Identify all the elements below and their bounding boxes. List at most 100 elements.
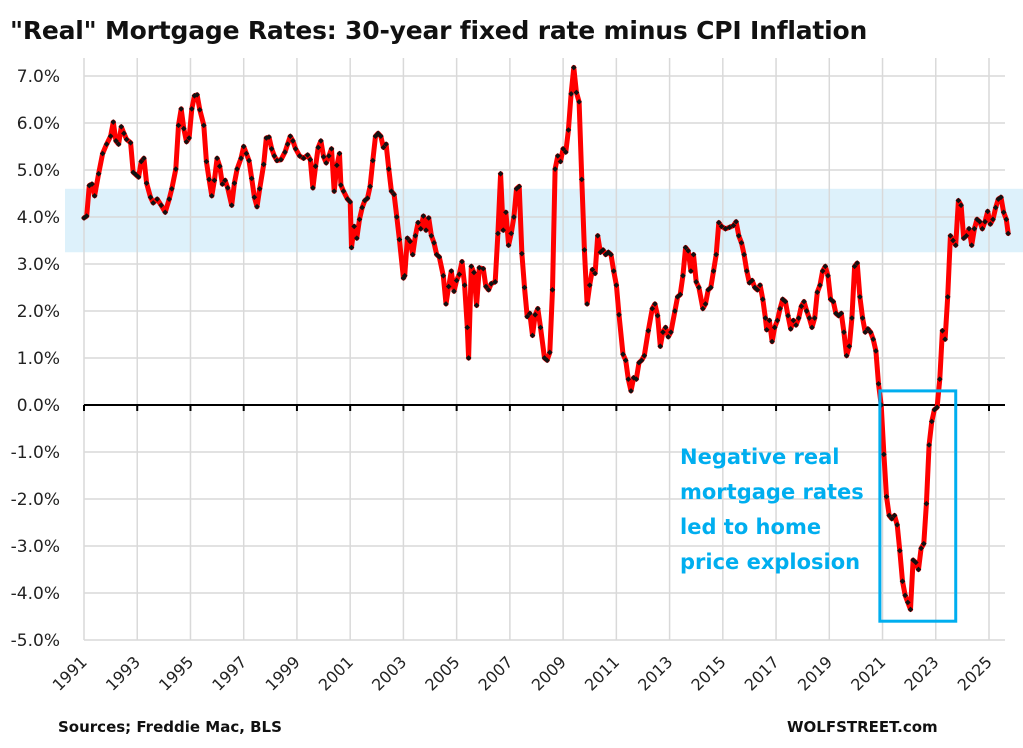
data-point-marker: [234, 166, 240, 172]
data-point-marker: [875, 381, 882, 387]
data-point-marker: [445, 283, 452, 290]
data-point-marker: [680, 272, 686, 279]
data-point-marker: [987, 221, 994, 227]
data-point-marker: [473, 302, 480, 309]
data-point-marker: [284, 141, 291, 147]
data-point-marker: [645, 327, 652, 334]
data-point-marker: [1003, 216, 1010, 223]
data-point-marker: [222, 177, 228, 184]
highlight-band-layer: [65, 188, 1023, 253]
data-point-marker: [771, 324, 778, 331]
data-point-marker: [947, 232, 954, 239]
data-point-marker: [154, 196, 161, 202]
data-point-marker: [423, 227, 429, 233]
data-point-marker: [203, 158, 210, 165]
data-point-marker: [180, 125, 187, 132]
data-point-marker: [857, 294, 863, 300]
data-point-marker: [300, 155, 307, 162]
data-point-marker: [762, 315, 769, 321]
annotation-line: led to home: [680, 515, 822, 539]
data-point-marker: [625, 376, 632, 382]
x-tick-label: 2001: [315, 652, 357, 694]
data-point-marker: [238, 155, 244, 162]
chart-title: "Real" Mortgage Rates: 30-year fixed rat…: [10, 16, 868, 45]
data-point-marker: [570, 64, 577, 71]
data-point-marker: [899, 578, 906, 585]
data-point-marker: [912, 559, 919, 566]
data-point-marker: [356, 216, 363, 223]
data-point-marker: [992, 204, 999, 211]
data-point-marker: [774, 317, 781, 324]
data-point-marker: [383, 141, 389, 147]
data-point-marker: [323, 160, 330, 166]
data-point-marker: [364, 195, 371, 202]
data-point-marker: [668, 329, 674, 335]
data-point-marker: [777, 305, 783, 312]
data-point-marker: [115, 141, 122, 147]
data-point-marker: [359, 204, 365, 211]
data-point-marker: [984, 208, 991, 215]
data-point-marker: [557, 158, 564, 165]
data-point-marker: [785, 312, 791, 319]
data-point-marker: [708, 284, 714, 291]
brand-watermark: WOLFSTREET.com: [787, 718, 938, 736]
data-point-marker: [99, 150, 106, 157]
data-point-marker: [881, 451, 887, 458]
data-point-marker: [200, 122, 207, 129]
data-point-marker: [147, 194, 154, 201]
data-point-marker: [318, 138, 324, 144]
data-point-marker: [169, 185, 175, 192]
data-point-marker: [672, 308, 678, 314]
data-point-marker: [391, 191, 397, 198]
data-point-marker: [685, 248, 692, 254]
data-point-marker: [793, 322, 799, 328]
data-point-marker: [274, 157, 280, 164]
data-point-marker: [702, 301, 709, 307]
data-point-marker: [592, 270, 598, 277]
data-point-marker: [662, 324, 669, 331]
data-point-marker: [907, 606, 914, 613]
data-point-marker: [693, 279, 700, 285]
data-point-marker: [412, 232, 419, 239]
data-point-marker: [537, 324, 544, 331]
data-point-marker: [310, 185, 316, 191]
data-point-marker: [546, 349, 553, 356]
data-point-marker: [282, 149, 288, 155]
data-point-marker: [883, 493, 890, 500]
data-point-marker: [495, 230, 501, 237]
data-point-marker: [936, 376, 943, 382]
y-tick-label: -3.0%: [11, 537, 60, 557]
series-line: [81, 65, 1011, 612]
data-point-marker: [503, 209, 509, 216]
data-point-marker: [307, 156, 314, 163]
data-point-marker: [757, 282, 763, 288]
data-point-marker: [928, 418, 935, 425]
data-point-marker: [248, 175, 255, 182]
data-point-marker: [1005, 230, 1011, 237]
data-point-marker: [576, 99, 582, 105]
data-point-marker: [578, 176, 585, 183]
data-point-marker: [143, 180, 150, 186]
data-point-marker: [110, 119, 117, 125]
data-point-marker: [814, 289, 821, 296]
data-point-marker: [894, 522, 900, 528]
data-point-marker: [806, 315, 813, 321]
data-point-marker: [417, 225, 424, 232]
data-point-marker: [138, 158, 145, 165]
data-point-marker: [968, 242, 975, 249]
data-point-marker: [320, 154, 327, 160]
data-point-marker: [340, 188, 347, 194]
data-point-marker: [817, 282, 823, 288]
data-point-marker: [436, 254, 443, 260]
data-point-marker: [608, 251, 614, 258]
data-point-marker: [228, 202, 235, 209]
data-point-marker: [638, 357, 645, 364]
data-point-marker: [511, 214, 517, 220]
data-point-marker: [549, 287, 556, 293]
data-point-marker: [976, 218, 983, 225]
data-point-marker: [118, 123, 125, 130]
data-point-marker: [979, 225, 986, 232]
data-point-marker: [803, 308, 810, 314]
data-point-marker: [726, 224, 733, 231]
data-point-marker: [759, 296, 766, 303]
